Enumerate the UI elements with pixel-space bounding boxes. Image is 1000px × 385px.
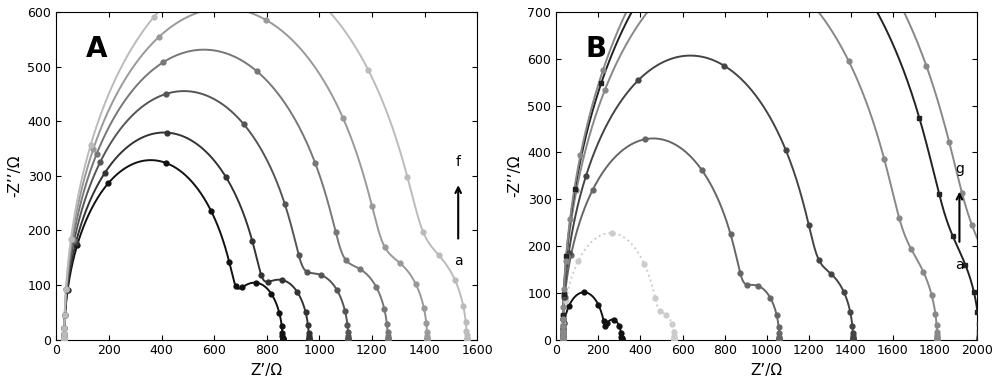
X-axis label: Z’/Ω: Z’/Ω: [251, 363, 283, 378]
Y-axis label: -Z’’/Ω: -Z’’/Ω: [7, 154, 22, 197]
Text: B: B: [586, 35, 607, 63]
Text: A: A: [86, 35, 107, 63]
Text: f: f: [456, 155, 461, 169]
Text: g: g: [955, 162, 964, 176]
Text: a: a: [454, 254, 463, 268]
Text: a: a: [955, 258, 964, 272]
Y-axis label: -Z’’/Ω: -Z’’/Ω: [507, 154, 522, 197]
X-axis label: Z’/Ω: Z’/Ω: [751, 363, 783, 378]
